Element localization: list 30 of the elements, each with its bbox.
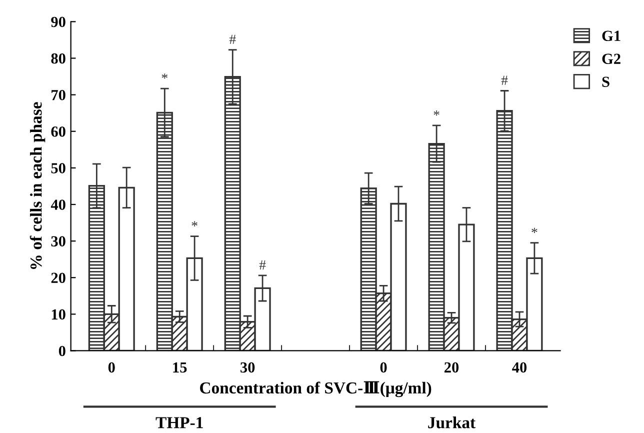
text: THP-1 bbox=[156, 417, 203, 428]
y-tick-label: 50 bbox=[51, 163, 66, 174]
x-tick-label: 20 bbox=[444, 362, 459, 373]
x-tick-label: 30 bbox=[240, 362, 255, 373]
y-tick-label: 90 bbox=[51, 16, 66, 28]
data-label: # bbox=[501, 76, 508, 85]
data-label: * bbox=[192, 221, 198, 226]
x-tick-label: 40 bbox=[512, 362, 527, 373]
legend-label: G2 bbox=[602, 54, 620, 64]
y-tick-label: 70 bbox=[52, 90, 66, 100]
x-axis-title: Concentration of SVC-Ⅲ(μg/ml) bbox=[200, 381, 432, 398]
legend-label: G1 bbox=[602, 30, 620, 42]
data-label: # bbox=[229, 34, 236, 44]
data-label: * bbox=[434, 110, 440, 116]
y-tick-label: 80 bbox=[51, 53, 66, 64]
y-tick-label: 60 bbox=[51, 126, 66, 137]
x-tick-label: 15 bbox=[173, 362, 187, 373]
data-label: * bbox=[532, 228, 538, 233]
y-tick-label: 0 bbox=[58, 346, 66, 356]
legend-label: S bbox=[602, 76, 610, 87]
text: Jurkat bbox=[428, 416, 476, 428]
data-label: * bbox=[162, 74, 168, 79]
data-label: # bbox=[259, 260, 266, 270]
y-tick-label: 30 bbox=[51, 236, 66, 246]
y-tick-label: 40 bbox=[50, 200, 66, 210]
x-tick-label: 0 bbox=[108, 362, 115, 373]
x-tick-label: 0 bbox=[380, 362, 387, 373]
y-tick-label: 10 bbox=[52, 309, 66, 320]
y-axis-title: % of cells in each phase bbox=[30, 102, 46, 269]
y-tick-label: 20 bbox=[51, 272, 66, 284]
